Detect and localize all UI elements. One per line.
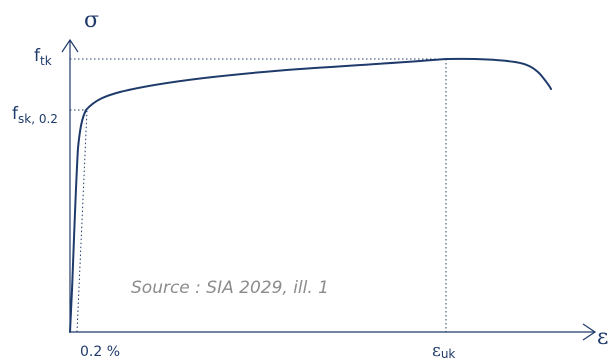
euk-label-main: ε	[432, 341, 441, 360]
offset-strain-label: 0.2 %	[80, 344, 120, 360]
euk-label: εuk	[432, 341, 455, 360]
axes	[61, 38, 597, 341]
guide-lines	[70, 58, 462, 333]
x-axis-arrowhead	[582, 323, 597, 341]
x-axis-symbol: ε	[597, 325, 608, 350]
fsk-label-sub: sk, 0.2	[18, 112, 58, 126]
ftk-label: ftk	[34, 46, 52, 68]
ftk-label-sub: tk	[40, 54, 52, 68]
fsk-label-main: f	[12, 104, 19, 124]
y-axis-symbol: σ	[84, 8, 99, 33]
fsk-label: fsk, 0.2	[12, 104, 58, 126]
ftk-label-main: f	[34, 46, 41, 66]
offset-line	[76, 109, 88, 333]
y-axis-arrowhead	[61, 38, 79, 53]
source-note: Source : SIA 2029, ill. 1	[131, 278, 329, 298]
euk-label-sub: uk	[441, 347, 456, 360]
stress-strain-curve	[69, 57, 552, 333]
